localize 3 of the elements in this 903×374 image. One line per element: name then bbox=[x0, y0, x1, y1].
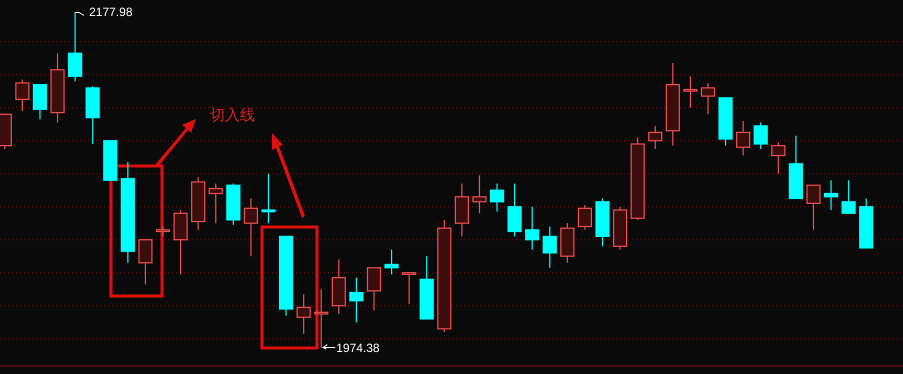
annotation: 1974.38 bbox=[336, 341, 380, 355]
annotation: 2177.98 bbox=[89, 5, 133, 19]
annotation: 切入线 bbox=[210, 106, 255, 124]
